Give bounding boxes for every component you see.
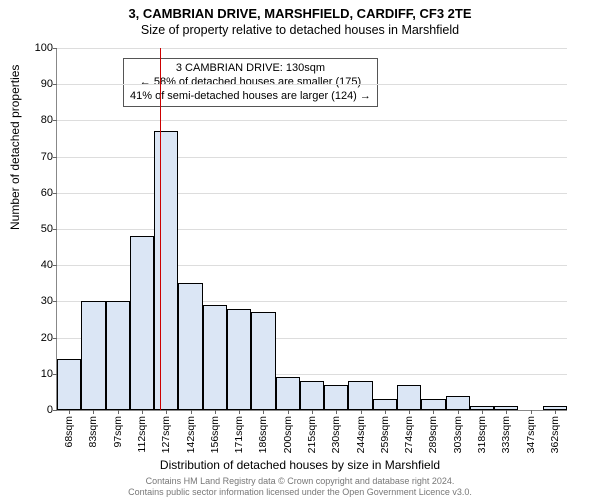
xtick-mark (482, 410, 483, 414)
footer-line-1: Contains HM Land Registry data © Crown c… (0, 476, 600, 487)
annotation-line: 3 CAMBRIAN DRIVE: 130sqm (130, 62, 371, 76)
ytick-label: 40 (41, 259, 53, 271)
xtick-mark (263, 410, 264, 414)
xtick-mark (361, 410, 362, 414)
xtick-label: 347sqm (525, 416, 537, 453)
xtick-mark (93, 410, 94, 414)
ytick-mark (53, 84, 57, 85)
reference-line (160, 48, 161, 410)
histogram-bar (227, 309, 251, 410)
ytick-mark (53, 157, 57, 158)
xtick-label: 362sqm (549, 416, 561, 453)
histogram-bar (421, 399, 445, 410)
annotation-box: 3 CAMBRIAN DRIVE: 130sqm← 58% of detache… (123, 58, 378, 107)
xtick-label: 244sqm (355, 416, 367, 453)
chart-container: 3, CAMBRIAN DRIVE, MARSHFIELD, CARDIFF, … (0, 0, 600, 500)
ytick-label: 80 (41, 114, 53, 126)
chart-title: 3, CAMBRIAN DRIVE, MARSHFIELD, CARDIFF, … (0, 0, 600, 21)
ytick-label: 100 (35, 42, 53, 54)
chart-subtitle: Size of property relative to detached ho… (0, 21, 600, 37)
xtick-label: 142sqm (185, 416, 197, 453)
xtick-label: 156sqm (209, 416, 221, 453)
xtick-mark (142, 410, 143, 414)
histogram-bar (106, 301, 130, 410)
histogram-bar (251, 312, 275, 410)
xtick-mark (166, 410, 167, 414)
xtick-mark (191, 410, 192, 414)
xtick-label: 171sqm (233, 416, 245, 453)
histogram-bar (81, 301, 105, 410)
ytick-label: 90 (41, 78, 53, 90)
gridline (57, 229, 567, 230)
xtick-mark (312, 410, 313, 414)
gridline (57, 84, 567, 85)
xtick-label: 333sqm (500, 416, 512, 453)
gridline (57, 120, 567, 121)
ytick-label: 20 (41, 332, 53, 344)
ytick-label: 50 (41, 223, 53, 235)
x-axis-label: Distribution of detached houses by size … (0, 458, 600, 472)
footer-credits: Contains HM Land Registry data © Crown c… (0, 476, 600, 498)
ytick-mark (53, 410, 57, 411)
histogram-bar (397, 385, 421, 410)
xtick-label: 318sqm (476, 416, 488, 453)
xtick-mark (409, 410, 410, 414)
ytick-mark (53, 338, 57, 339)
xtick-label: 83sqm (87, 416, 99, 448)
xtick-mark (69, 410, 70, 414)
ytick-label: 60 (41, 187, 53, 199)
xtick-label: 259sqm (379, 416, 391, 453)
xtick-mark (531, 410, 532, 414)
ytick-mark (53, 265, 57, 266)
histogram-bar (276, 377, 300, 410)
xtick-label: 303sqm (452, 416, 464, 453)
xtick-mark (215, 410, 216, 414)
xtick-label: 230sqm (330, 416, 342, 453)
xtick-label: 200sqm (282, 416, 294, 453)
xtick-mark (336, 410, 337, 414)
ytick-mark (53, 48, 57, 49)
histogram-bar (300, 381, 324, 410)
histogram-bar (57, 359, 81, 410)
plot-area: 3 CAMBRIAN DRIVE: 130sqm← 58% of detache… (56, 48, 567, 411)
histogram-bar (348, 381, 372, 410)
xtick-mark (239, 410, 240, 414)
y-axis-label: Number of detached properties (8, 65, 22, 230)
ytick-mark (53, 120, 57, 121)
annotation-line: 41% of semi-detached houses are larger (… (130, 90, 371, 104)
xtick-label: 112sqm (136, 416, 148, 453)
xtick-mark (118, 410, 119, 414)
xtick-label: 127sqm (160, 416, 172, 453)
histogram-bar (324, 385, 348, 410)
xtick-mark (385, 410, 386, 414)
xtick-label: 97sqm (112, 416, 124, 448)
histogram-bar (446, 396, 470, 410)
xtick-label: 215sqm (306, 416, 318, 453)
histogram-bar (178, 283, 202, 410)
gridline (57, 48, 567, 49)
histogram-bar (203, 305, 227, 410)
ytick-label: 30 (41, 295, 53, 307)
ytick-mark (53, 301, 57, 302)
histogram-bar (130, 236, 154, 410)
xtick-mark (555, 410, 556, 414)
gridline (57, 157, 567, 158)
xtick-mark (458, 410, 459, 414)
ytick-label: 70 (41, 151, 53, 163)
xtick-mark (288, 410, 289, 414)
xtick-mark (433, 410, 434, 414)
xtick-label: 186sqm (257, 416, 269, 453)
ytick-mark (53, 229, 57, 230)
xtick-label: 289sqm (427, 416, 439, 453)
xtick-label: 68sqm (63, 416, 75, 448)
xtick-label: 274sqm (403, 416, 415, 453)
histogram-bar (373, 399, 397, 410)
ytick-label: 10 (41, 368, 53, 380)
xtick-mark (506, 410, 507, 414)
histogram-bar (154, 131, 178, 410)
annotation-line: ← 58% of detached houses are smaller (17… (130, 76, 371, 90)
gridline (57, 193, 567, 194)
footer-line-2: Contains public sector information licen… (0, 487, 600, 498)
ytick-mark (53, 193, 57, 194)
